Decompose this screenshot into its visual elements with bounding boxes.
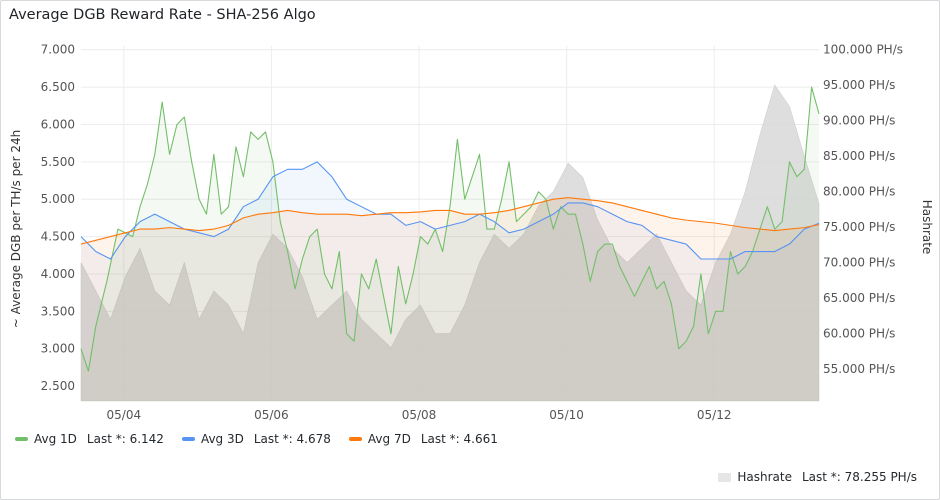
y-tick-label: 5.000 bbox=[41, 192, 75, 206]
hashrate-area bbox=[80, 84, 820, 402]
legend-item-avg-7d[interactable]: Avg 7D Last *: 4.661 bbox=[348, 432, 498, 446]
legend-swatch bbox=[348, 437, 362, 441]
series-line-avg-3d[interactable] bbox=[80, 161, 820, 260]
legend-label: Hashrate bbox=[737, 470, 792, 484]
hashrate-area-path bbox=[80, 84, 820, 402]
series-line-avg-1d[interactable] bbox=[80, 86, 820, 372]
y-axis-right: 100.000 PH/s 95.000 PH/s 90.000 PH/s 85.000… bbox=[823, 43, 903, 376]
legend-label: Avg 3D bbox=[200, 432, 244, 446]
series-areas bbox=[81, 87, 819, 402]
series-area-1 bbox=[81, 161, 819, 401]
legend-swatch bbox=[181, 437, 195, 441]
y-tick-label: 2.500 bbox=[41, 379, 75, 393]
y-axis-label: ~ Average DGB per TH/s per 24h bbox=[9, 130, 23, 328]
y2-tick-label: 90.000 PH/s bbox=[823, 114, 895, 128]
x-tick-label: 05/04 bbox=[107, 408, 142, 422]
legend-label: Avg 7D bbox=[367, 432, 411, 446]
legend-label: Avg 1D bbox=[34, 432, 77, 446]
x-axis: 05/04 05/06 05/08 05/10 05/12 bbox=[107, 408, 732, 422]
y-tick-label: 3.000 bbox=[41, 342, 75, 356]
y2-tick-label: 65.000 PH/s bbox=[823, 291, 895, 305]
legend-item-avg-3d[interactable]: Avg 3D Last *: 4.678 bbox=[181, 432, 331, 446]
y2-tick-label: 80.000 PH/s bbox=[823, 185, 895, 199]
legend-swatch bbox=[15, 437, 28, 441]
y-tick-label: 4.500 bbox=[41, 230, 75, 244]
series-area-2 bbox=[81, 197, 819, 401]
y-axis-left: 7.000 6.500 6.000 5.500 5.000 4.500 4.000 3.500… bbox=[41, 43, 75, 393]
y2-tick-label: 55.000 PH/s bbox=[823, 362, 895, 376]
legend-item-avg-1d[interactable]: Avg 1D Last *: 6.142 bbox=[15, 432, 164, 446]
y2-tick-label: 100.000 PH/s bbox=[823, 43, 903, 57]
legend-swatch bbox=[718, 472, 732, 482]
y-tick-label: 6.000 bbox=[41, 117, 75, 131]
y-tick-label: 5.500 bbox=[41, 155, 75, 169]
x-tick-label: 05/10 bbox=[549, 408, 584, 422]
y2-tick-label: 85.000 PH/s bbox=[823, 149, 895, 163]
legend: Avg 1D Last *: 6.142 Avg 3D Last *: 4.67… bbox=[15, 432, 498, 446]
panel-title[interactable]: Average DGB Reward Rate - SHA-256 Algo bbox=[9, 7, 316, 23]
x-tick-label: 05/08 bbox=[402, 408, 437, 422]
y-tick-label: 3.500 bbox=[41, 304, 75, 318]
y2-tick-label: 75.000 PH/s bbox=[823, 220, 895, 234]
y-tick-label: 6.500 bbox=[41, 80, 75, 94]
series-lines bbox=[80, 86, 820, 372]
y2-tick-label: 60.000 PH/s bbox=[823, 327, 895, 341]
series-line-avg-7d[interactable] bbox=[80, 197, 820, 245]
y-tick-label: 4.000 bbox=[41, 267, 75, 281]
legend-item-hashrate[interactable]: Hashrate Last *: 78.255 PH/s bbox=[718, 470, 917, 484]
x-tick-label: 05/06 bbox=[254, 408, 289, 422]
legend-last-value: Last *: 4.661 bbox=[420, 432, 498, 446]
series-area-0 bbox=[81, 87, 819, 402]
legend-last-value: Last *: 4.678 bbox=[253, 432, 331, 446]
x-tick-label: 05/12 bbox=[697, 408, 732, 422]
y2-tick-label: 95.000 PH/s bbox=[823, 78, 895, 92]
y2-axis-label: Hashrate bbox=[920, 200, 934, 255]
y-tick-label: 7.000 bbox=[41, 43, 75, 57]
legend-last-value: Last *: 78.255 PH/s bbox=[801, 470, 917, 484]
y2-tick-label: 70.000 PH/s bbox=[823, 256, 895, 270]
reward-rate-chart[interactable]: 7.000 6.500 6.000 5.500 5.000 4.500 4.000 3.500… bbox=[1, 1, 939, 431]
legend-last-value: Last *: 6.142 bbox=[86, 432, 164, 446]
